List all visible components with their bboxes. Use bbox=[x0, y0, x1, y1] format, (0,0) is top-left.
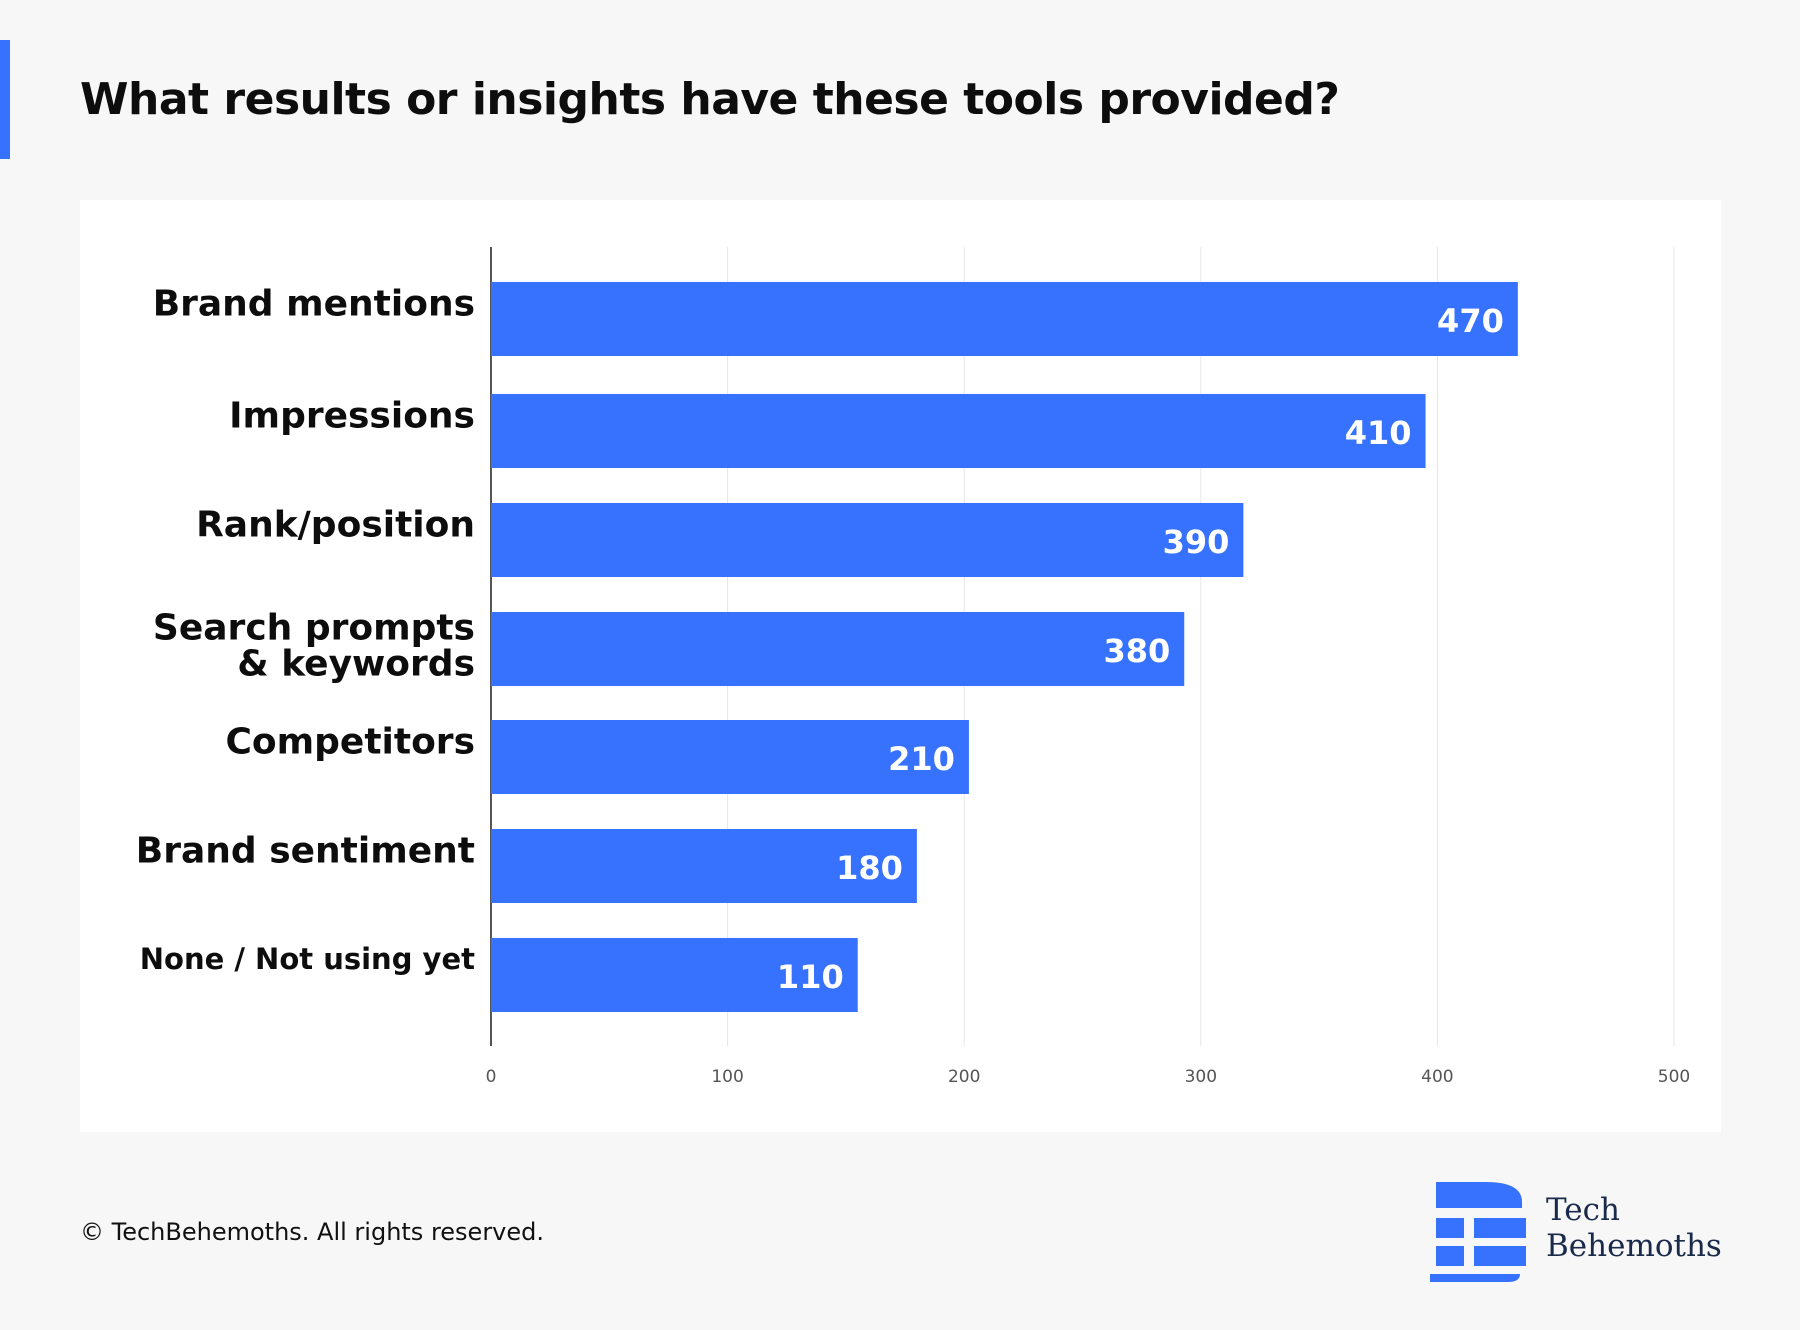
logo-wordmark: Tech Behemoths bbox=[1546, 1192, 1722, 1264]
category-label-1: Impressions bbox=[229, 396, 475, 437]
category-label-2: Rank/position bbox=[196, 505, 475, 546]
category-label-1-line-0: Impressions bbox=[229, 396, 475, 437]
x-tick-label-100: 100 bbox=[711, 1067, 743, 1087]
x-tick-label-300: 300 bbox=[1185, 1067, 1217, 1087]
logo-mark-icon bbox=[1430, 1182, 1526, 1282]
category-label-5-line-0: Brand sentiment bbox=[136, 831, 475, 872]
value-label-5: 180 bbox=[836, 849, 903, 887]
category-label-3-line-0: Search prompts bbox=[153, 608, 475, 649]
x-tick-label-400: 400 bbox=[1421, 1067, 1453, 1087]
bar-4 bbox=[491, 720, 969, 794]
page-title: What results or insights have these tool… bbox=[80, 74, 1340, 125]
bar-2 bbox=[491, 503, 1244, 577]
value-label-4: 210 bbox=[888, 740, 955, 778]
category-label-5: Brand sentiment bbox=[136, 831, 475, 872]
bar-1 bbox=[491, 394, 1426, 468]
category-label-0-line-0: Brand mentions bbox=[153, 284, 475, 325]
logo-line-2: Behemoths bbox=[1546, 1228, 1722, 1264]
x-tick-label-200: 200 bbox=[948, 1067, 980, 1087]
x-tick-label-0: 0 bbox=[486, 1067, 497, 1087]
value-label-1: 410 bbox=[1345, 414, 1412, 452]
bar-0 bbox=[491, 282, 1518, 356]
value-label-3: 380 bbox=[1103, 632, 1170, 670]
logo-line-1: Tech bbox=[1546, 1192, 1620, 1228]
title-accent-bar bbox=[0, 40, 10, 159]
category-label-2-line-0: Rank/position bbox=[196, 505, 475, 546]
bar-6 bbox=[491, 938, 858, 1012]
category-label-4-line-0: Competitors bbox=[225, 722, 475, 763]
category-label-0: Brand mentions bbox=[153, 284, 475, 325]
category-label-3: Search prompts & keywords bbox=[153, 608, 475, 685]
copyright-footer: © TechBehemoths. All rights reserved. bbox=[80, 1218, 545, 1246]
techbehemoths-logo: Tech Behemoths bbox=[1428, 1180, 1728, 1284]
category-label-6-line-0: None / Not using yet bbox=[140, 942, 475, 976]
bar-3 bbox=[491, 612, 1185, 686]
value-label-0: 470 bbox=[1437, 302, 1504, 340]
value-label-2: 390 bbox=[1163, 523, 1230, 561]
category-label-4: Competitors bbox=[225, 722, 475, 763]
bar-5 bbox=[491, 829, 917, 903]
value-label-6: 110 bbox=[777, 958, 844, 996]
category-label-3-line-1: & keywords bbox=[237, 644, 475, 685]
category-label-6: None / Not using yet bbox=[140, 942, 475, 976]
x-tick-label-500: 500 bbox=[1658, 1067, 1690, 1087]
